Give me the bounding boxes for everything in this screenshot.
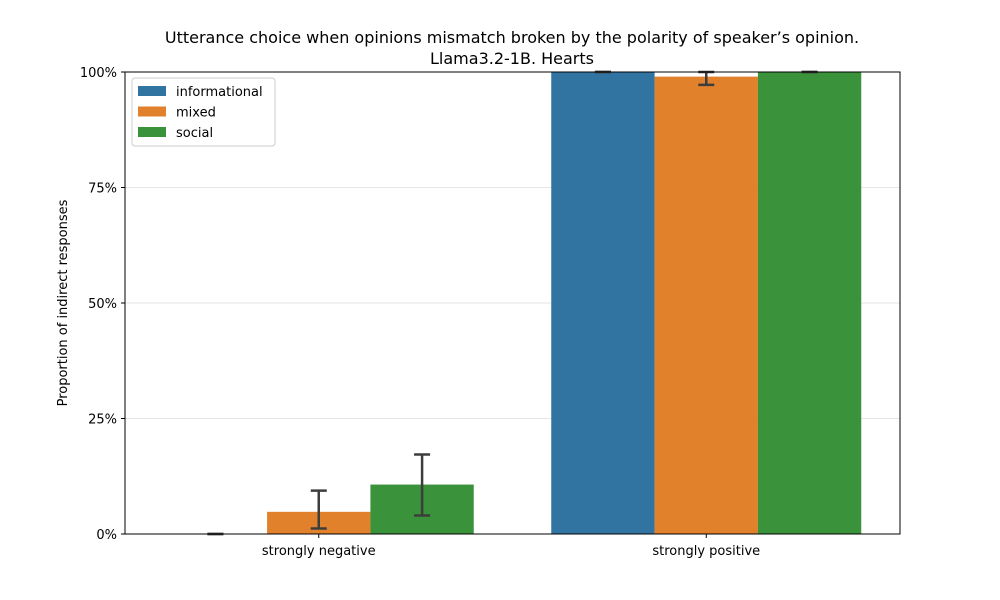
legend-label: informational bbox=[176, 85, 263, 100]
y-axis-label: Proportion of indirect responses bbox=[56, 199, 71, 406]
x-tick-label: strongly negative bbox=[262, 544, 376, 559]
x-tick-label: strongly positive bbox=[652, 544, 760, 559]
chart-title: Utterance choice when opinions mismatch … bbox=[165, 28, 859, 47]
y-tick-label: 75% bbox=[88, 182, 117, 197]
bars bbox=[267, 72, 862, 535]
legend-box bbox=[131, 77, 276, 147]
y-tick-label: 0% bbox=[96, 528, 117, 543]
legend-swatch bbox=[138, 127, 166, 137]
y-tick-label: 25% bbox=[88, 413, 117, 428]
x-axis-ticks: strongly negative strongly positive bbox=[262, 534, 760, 559]
legend: informational mixed social bbox=[131, 77, 276, 147]
chart-subtitle: Llama3.2-1B. Hearts bbox=[430, 49, 594, 68]
y-tick-label: 100% bbox=[80, 66, 117, 81]
y-tick-label: 50% bbox=[88, 297, 117, 312]
legend-label: social bbox=[176, 126, 213, 141]
legend-swatch bbox=[138, 106, 166, 117]
error-bars bbox=[207, 70, 818, 536]
bar bbox=[757, 72, 862, 534]
bar bbox=[654, 76, 758, 535]
legend-swatch bbox=[138, 86, 166, 96]
bar bbox=[551, 72, 655, 534]
y-axis-ticks: 0% 25% 50% 75% 100% bbox=[80, 66, 125, 543]
legend-label: mixed bbox=[176, 106, 216, 121]
